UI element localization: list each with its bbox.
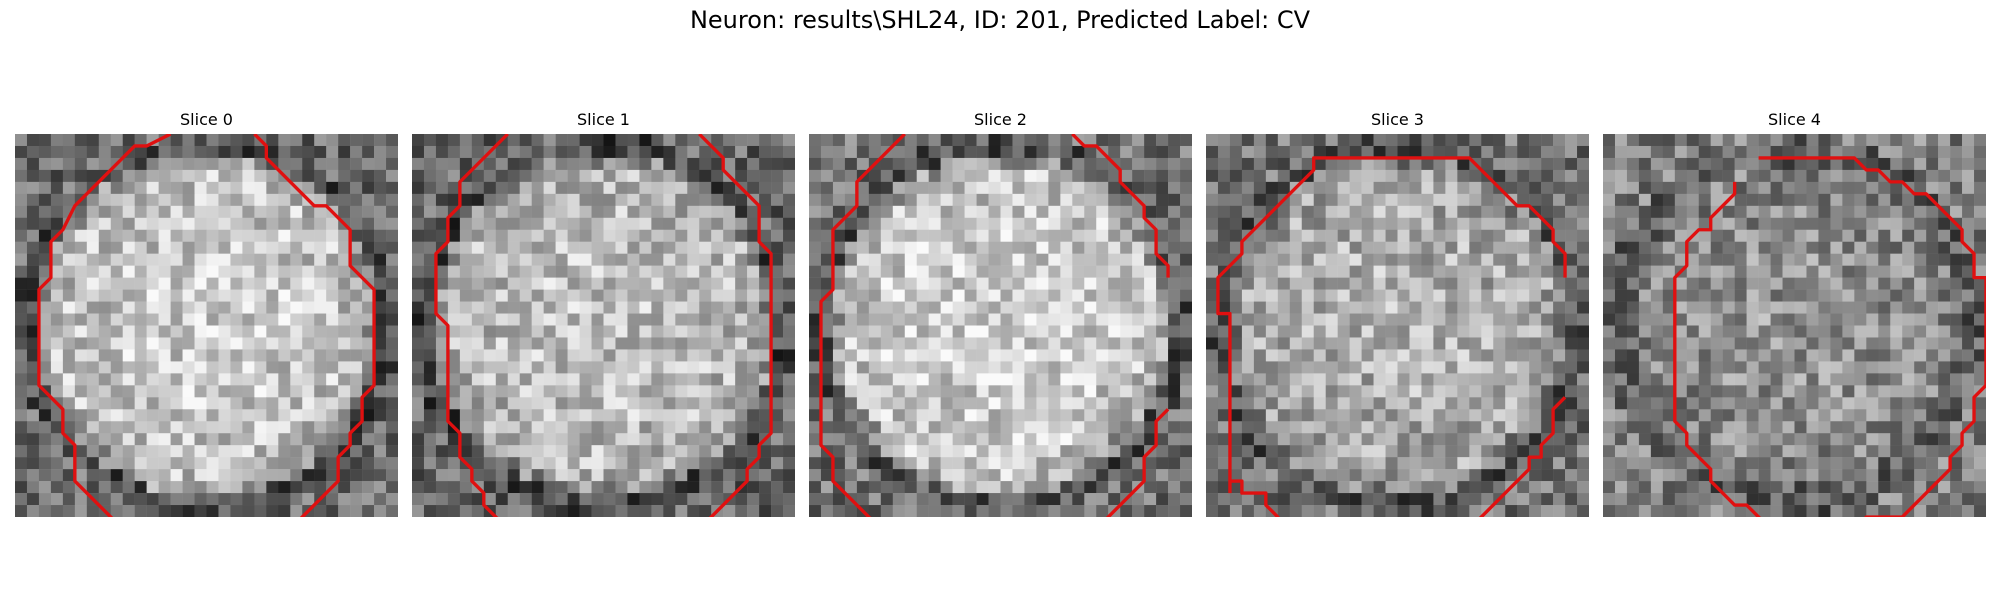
slice-image-0 xyxy=(15,134,398,517)
slice-title-0: Slice 0 xyxy=(15,110,398,129)
slice-image-2 xyxy=(809,134,1192,517)
slice-title-1: Slice 1 xyxy=(412,110,795,129)
slice-image-4 xyxy=(1603,134,1986,517)
slice-image-3 xyxy=(1206,134,1589,517)
figure-title: Neuron: results\SHL24, ID: 201, Predicte… xyxy=(0,6,2000,34)
slice-title-4: Slice 4 xyxy=(1603,110,1986,129)
slice-title-3: Slice 3 xyxy=(1206,110,1589,129)
slice-title-2: Slice 2 xyxy=(809,110,1192,129)
slice-image-1 xyxy=(412,134,795,517)
